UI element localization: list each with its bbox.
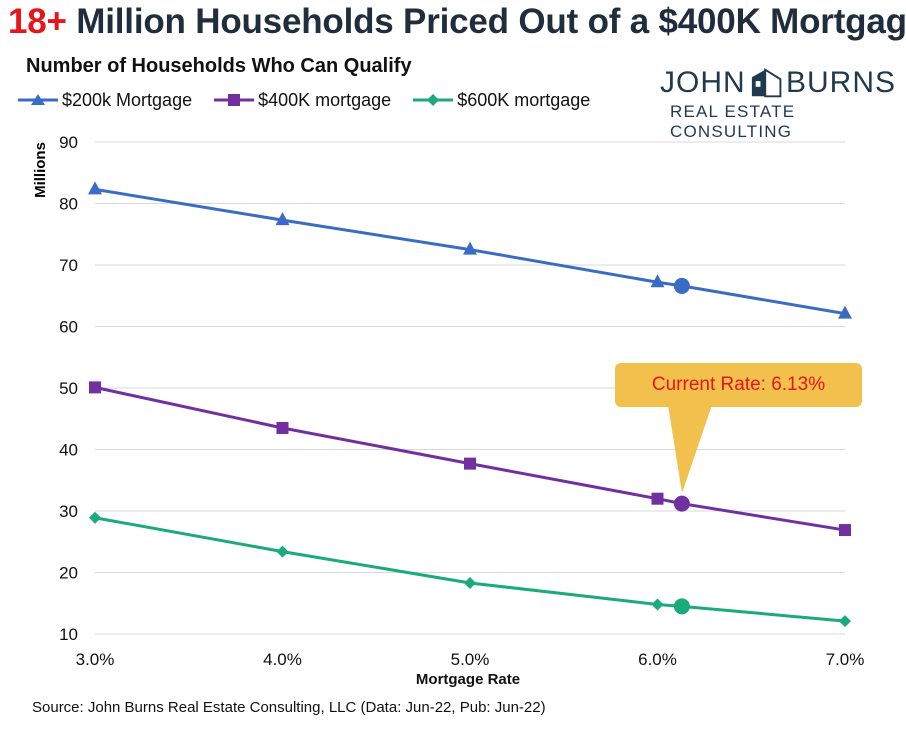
legend-label: $600K mortgage [457,89,591,110]
chart-series [88,181,852,628]
x-axis-ticks: 3.0% 4.0% 5.0% 6.0% 7.0% [76,650,865,669]
data-point [650,274,665,288]
series-line [94,516,846,623]
x-tick-label: 7.0% [826,650,865,669]
series-line [94,385,846,532]
legend-label: $400K mortgage [258,89,392,110]
series-2 [89,381,851,537]
y-tick-label: 90 [59,133,78,152]
legend-line-marker-diamond-icon [413,94,454,106]
series-1 [88,181,852,319]
y-tick-label: 60 [59,318,78,337]
legend-label: $200k Mortgage [62,89,193,110]
y-tick-label: 30 [59,502,78,521]
data-point [88,181,102,195]
current-rate-callout: Current Rate: 6.13% [615,363,862,407]
page-title: 18+ Million Households Priced Out of a $… [8,2,906,42]
x-tick-label: 6.0% [638,650,677,669]
data-point [89,381,101,394]
data-point [464,576,476,589]
x-axis-title: Mortgage Rate [415,671,521,688]
chart-gridlines [95,141,845,635]
title-accent: 18+ [8,2,67,41]
y-tick-label: 50 [59,379,78,398]
series-3 [89,511,851,628]
source-note: Source: John Burns Real Estate Consultin… [32,699,546,716]
y-tick-label: 10 [59,625,78,644]
y-axis-ticks: 10 20 30 40 50 60 70 80 90 [59,133,78,644]
x-tick-label: 5.0% [451,650,490,669]
y-tick-label: 20 [59,564,78,583]
logo-word-burns: BURNS [785,66,896,99]
x-tick-label: 4.0% [263,650,302,669]
y-axis-title: Millions [32,142,49,198]
data-point [463,241,477,255]
legend-line-marker-square-icon [214,94,255,106]
logo-word-john: JOHN [660,66,746,99]
chart-subtitle: Number of Households Who Can Qualify [26,55,412,77]
current-rate-point [673,598,690,615]
data-point [276,545,289,558]
callout-text: Current Rate: 6.13% [651,374,826,395]
data-point [839,524,851,537]
data-point [838,305,852,319]
y-axis-title-wrap: Millions [32,142,49,198]
y-tick-label: 70 [59,256,78,275]
data-point [651,492,664,505]
chart-legend: $200k Mortgage $400K mortgage $600K mort… [18,88,612,112]
y-tick-label: 80 [59,195,78,214]
legend-line-marker-triangle-icon [18,94,58,105]
title-text: Million Households Priced Out of a $400K… [66,2,906,41]
company-logo: JOHN BURNS REAL ESTATE CONSULTING [660,66,896,141]
y-tick-label: 40 [59,441,78,460]
current-rate-point [673,277,690,294]
data-point [651,598,664,611]
data-point [89,511,101,524]
current-rate-point [673,495,690,512]
legend-item-200k: $200k Mortgage [18,90,192,111]
legend-item-600k: $600K mortgage [413,90,590,111]
data-point [464,457,476,470]
legend-item-400k: $400K mortgage [214,90,391,111]
logo-tagline: REAL ESTATE CONSULTING [670,102,796,141]
x-tick-label: 3.0% [76,650,115,669]
data-point [839,615,851,628]
data-point [275,212,290,226]
series-line [94,187,846,316]
house-icon [751,67,782,98]
data-point [276,421,289,434]
